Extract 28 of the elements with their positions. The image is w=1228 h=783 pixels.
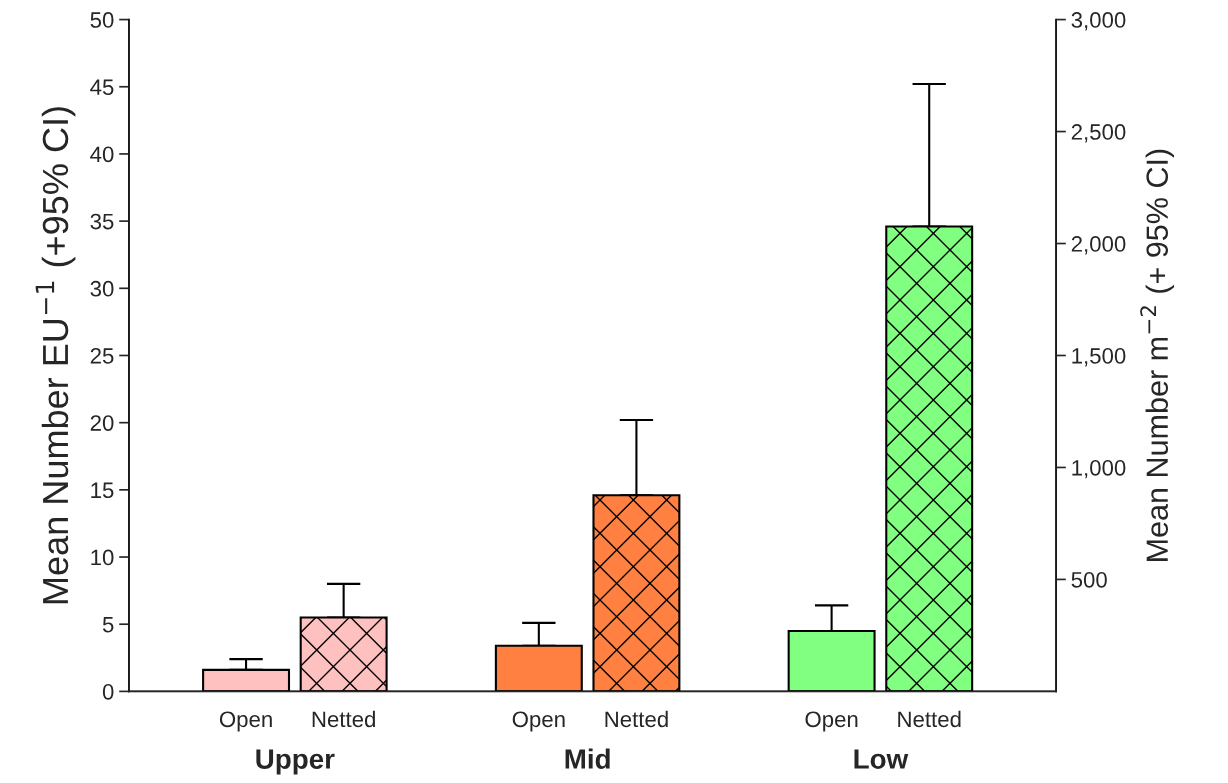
y-axis-title: Mean Number EU$^{−1}$ (+95% CI) bbox=[35, 107, 76, 604]
x-tick-label: Open bbox=[219, 711, 272, 732]
y2-tick-label: 3,000 bbox=[1071, 12, 1126, 31]
y-tick-label: 50 bbox=[90, 12, 114, 28]
x-tick-label: Open bbox=[805, 711, 858, 732]
y-tick-label: 15 bbox=[91, 482, 114, 499]
y-tick-label: 40 bbox=[90, 146, 114, 163]
y2-axis-title: Mean Number m$^{−2}$ (+ 95% CI) bbox=[1140, 149, 1175, 561]
y-tick-label: 0 bbox=[102, 683, 114, 700]
x-tick-label: Open bbox=[512, 711, 565, 732]
y2-tick-label: 2,500 bbox=[1071, 124, 1126, 143]
y2-tick-label: 1,500 bbox=[1072, 348, 1126, 367]
x-tick-label: Netted bbox=[312, 710, 375, 728]
y-tick-label: 5 bbox=[102, 616, 114, 633]
text: Low bbox=[854, 749, 909, 769]
y-tick-label: 30 bbox=[90, 280, 114, 297]
text: Mid bbox=[565, 748, 610, 769]
x-tick-label: Netted bbox=[898, 710, 961, 728]
y-tick-label: 10 bbox=[91, 549, 114, 566]
y-tick-label: 25 bbox=[90, 348, 114, 364]
y2-tick-label: 500 bbox=[1071, 571, 1107, 588]
y-tick-label: 45 bbox=[90, 79, 114, 96]
text: Upper bbox=[256, 749, 335, 775]
x-tick-label: Netted bbox=[605, 710, 668, 728]
y-tick-label: 35 bbox=[90, 213, 114, 230]
y-tick-label: 20 bbox=[90, 415, 114, 431]
y2-tick-label: 2,000 bbox=[1071, 236, 1126, 255]
y2-tick-label: 1,000 bbox=[1072, 459, 1126, 479]
